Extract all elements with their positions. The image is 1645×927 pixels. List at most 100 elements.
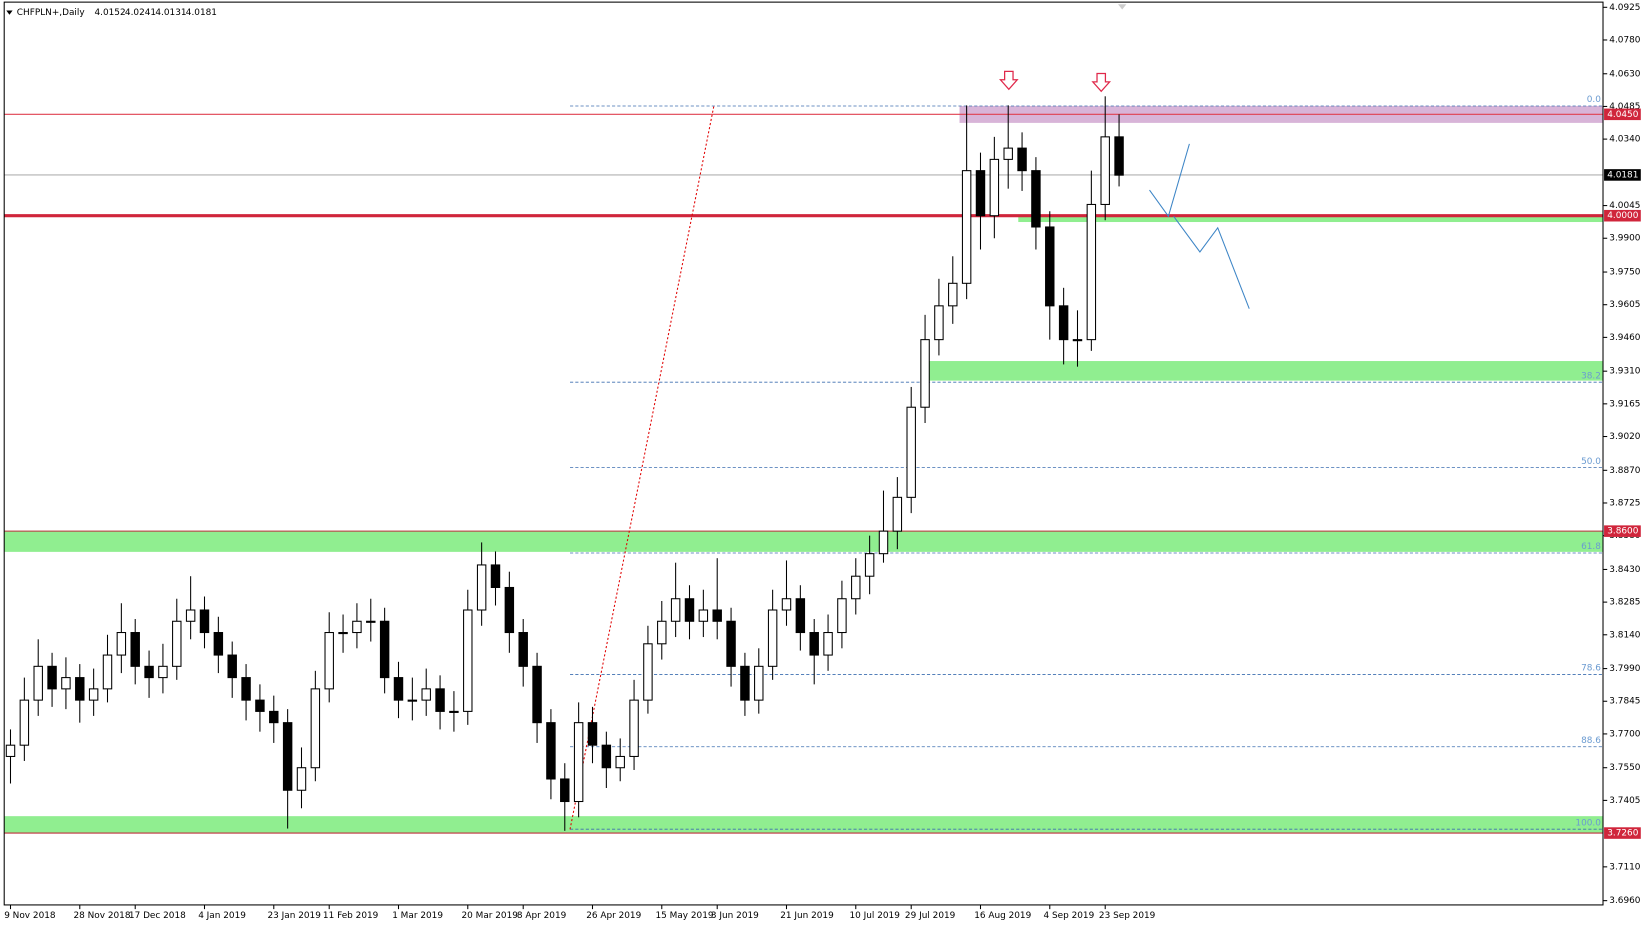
y-tick-label: 4.0045 xyxy=(1609,201,1640,211)
candle-body xyxy=(726,620,736,667)
candle-body xyxy=(615,755,625,769)
candle-body xyxy=(47,665,57,690)
candle-body xyxy=(975,170,986,217)
candle-body xyxy=(296,767,307,791)
header-value: 4.0131 xyxy=(155,8,186,18)
y-tick-label: 3.7700 xyxy=(1609,729,1640,739)
candle-body xyxy=(546,722,556,780)
header-value: 4.0181 xyxy=(186,8,217,18)
price-label: 4.0000 xyxy=(1607,211,1638,221)
x-tick-label: 11 Feb 2019 xyxy=(323,911,379,921)
candle-body xyxy=(269,710,279,724)
fib-trend-line xyxy=(569,105,715,830)
y-tick-label: 3.9310 xyxy=(1609,367,1640,377)
candle-body xyxy=(767,609,778,667)
candle-body xyxy=(906,406,916,498)
menu-triangle xyxy=(6,10,13,15)
candle-body xyxy=(130,632,140,667)
candle-body xyxy=(393,677,404,701)
candle-body xyxy=(781,598,792,611)
candle-body xyxy=(532,665,542,724)
y-tick-label: 3.9900 xyxy=(1609,234,1640,244)
price-label-box xyxy=(1604,209,1641,222)
y-tick-label: 3.9020 xyxy=(1609,432,1640,442)
y-tick-label: 4.0925 xyxy=(1609,3,1640,13)
y-tick-label: 3.8285 xyxy=(1609,598,1640,608)
candle-body xyxy=(698,609,709,622)
candle-body xyxy=(795,598,806,634)
fib-label: 88.6 xyxy=(1581,736,1601,746)
axis: 4.0925 4.0780 4.0630 4.0485 4.0340 4.0045 3.99… xyxy=(4,3,1641,921)
candle-body xyxy=(172,620,182,667)
candle-body xyxy=(421,688,431,701)
price-label-box xyxy=(1604,525,1641,537)
price-label: 4.0181 xyxy=(1607,170,1638,180)
plot-frame xyxy=(3,1,1604,906)
chart-title: CHFPLN+,Daily xyxy=(17,8,85,18)
candle-body xyxy=(116,632,127,656)
price-label-box xyxy=(1604,827,1641,839)
labels: 4.0450 4.0181 4.0000 3.8600 3.7260 xyxy=(1604,108,1641,839)
candle-body xyxy=(185,609,196,622)
zone xyxy=(1018,215,1604,223)
candle-body xyxy=(823,632,833,656)
candle-body xyxy=(1058,305,1069,341)
fib-label: 100.0 xyxy=(1575,818,1601,828)
candle-body xyxy=(587,722,598,746)
x-tick-label: 28 Nov 2018 xyxy=(73,911,130,921)
candle-body xyxy=(851,575,861,600)
candle-body xyxy=(310,688,321,769)
candle-body xyxy=(948,282,958,307)
candle-body xyxy=(338,632,348,635)
x-tick-label: 23 Sep 2019 xyxy=(1099,911,1156,921)
candle-body xyxy=(934,305,944,341)
candle-body xyxy=(75,677,85,701)
y-tick-label: 4.0485 xyxy=(1609,102,1640,112)
candle-body xyxy=(241,677,251,701)
y-tick-label: 3.7550 xyxy=(1609,763,1640,773)
candle-body xyxy=(657,620,667,645)
candle-body xyxy=(88,688,99,701)
candle-body xyxy=(1086,203,1097,341)
header-ohlc: 4.0152 4.0241 4.0131 4.0181 xyxy=(94,8,217,18)
zone xyxy=(920,361,1604,381)
candle-body xyxy=(560,778,570,803)
x-tick-label: 17 Dec 2018 xyxy=(129,911,186,921)
price-label: 4.0450 xyxy=(1607,110,1638,120)
candle-body xyxy=(199,609,210,634)
candle-body xyxy=(643,643,653,701)
candle-body xyxy=(989,158,1000,217)
candle-body xyxy=(463,609,473,712)
projection-line xyxy=(1149,143,1190,218)
y-tick-label: 3.9605 xyxy=(1609,300,1640,310)
x-tick-label: 4 Jan 2019 xyxy=(198,911,246,921)
x-tick-label: 26 Apr 2019 xyxy=(586,911,641,921)
x-tick-label: 8 Apr 2019 xyxy=(517,911,567,921)
candle-body xyxy=(366,620,376,623)
candle-body xyxy=(255,699,265,712)
zones xyxy=(4,105,1604,834)
header-value: 4.0241 xyxy=(125,8,156,18)
candle-body xyxy=(864,553,875,577)
y-tick-label: 3.7110 xyxy=(1609,862,1640,872)
fibonacci: 0.0 38.2 50.0 61.8 78.6 88.6 100.0 xyxy=(570,95,1604,830)
candle-body xyxy=(684,598,695,622)
candle-body xyxy=(144,665,154,679)
projection-line xyxy=(1173,215,1250,309)
fib-label: 0.0 xyxy=(1587,95,1601,105)
candle-body xyxy=(352,620,362,634)
fib-label: 50.0 xyxy=(1581,457,1601,467)
arrow-marker xyxy=(1091,72,1112,93)
candle-body xyxy=(158,665,168,679)
candle-body xyxy=(1114,136,1124,176)
header-value: 4.0152 xyxy=(94,8,125,18)
candle-body xyxy=(1031,170,1041,228)
candle-body xyxy=(754,665,764,701)
candle-body xyxy=(324,632,334,690)
y-tick-label: 3.6960 xyxy=(1609,896,1640,906)
zone xyxy=(4,816,1604,834)
candle-body xyxy=(1100,136,1110,205)
x-tick-label: 3 Jun 2019 xyxy=(711,911,759,921)
